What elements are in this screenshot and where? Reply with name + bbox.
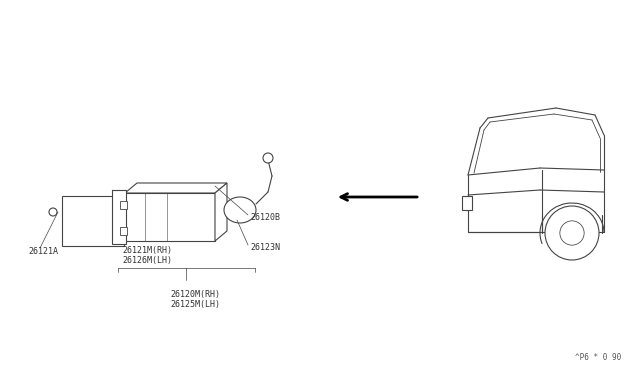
Polygon shape — [215, 183, 227, 241]
Text: 26126M(LH): 26126M(LH) — [122, 256, 172, 264]
Text: 26120M(RH): 26120M(RH) — [170, 291, 220, 299]
Ellipse shape — [224, 197, 256, 223]
Text: 26125M(LH): 26125M(LH) — [170, 301, 220, 310]
Circle shape — [49, 208, 57, 216]
Bar — [462, 196, 472, 210]
Text: ^P6 * 0 90: ^P6 * 0 90 — [575, 353, 621, 362]
Circle shape — [545, 206, 599, 260]
Text: 26121A: 26121A — [28, 247, 58, 257]
Bar — [120, 227, 127, 235]
Text: 26120B: 26120B — [250, 214, 280, 222]
Bar — [62, 196, 124, 246]
Circle shape — [560, 221, 584, 245]
Bar — [112, 190, 126, 244]
Circle shape — [263, 153, 273, 163]
Bar — [120, 201, 127, 209]
Bar — [125, 193, 215, 241]
Polygon shape — [125, 183, 227, 193]
Text: 26121M(RH): 26121M(RH) — [122, 246, 172, 254]
Text: 26123N: 26123N — [250, 244, 280, 253]
